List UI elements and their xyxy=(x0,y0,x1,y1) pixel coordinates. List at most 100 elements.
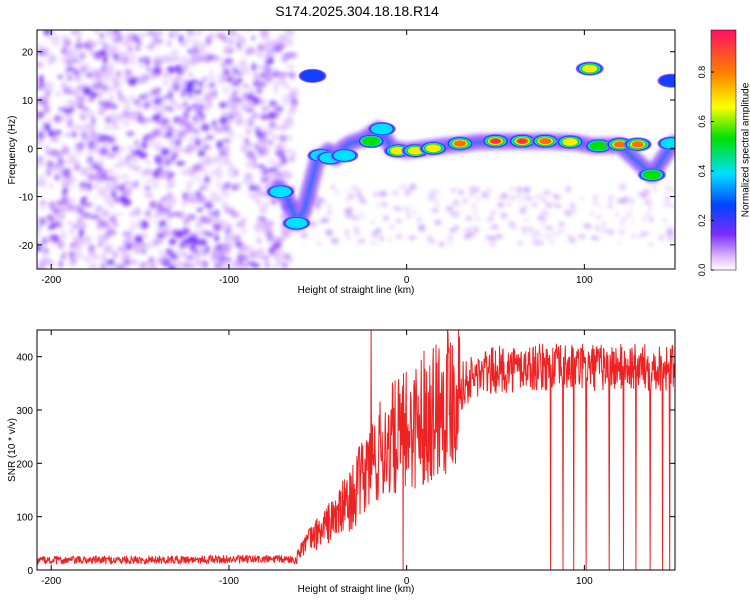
noise-blob xyxy=(75,209,79,216)
noise-blob xyxy=(153,238,158,247)
noise-blob xyxy=(120,157,124,167)
noise-blob xyxy=(106,153,117,158)
noise-blob xyxy=(106,169,115,173)
noise-blob xyxy=(102,55,108,65)
noise-blob xyxy=(80,167,88,176)
noise-blob xyxy=(228,30,236,36)
noise-blob xyxy=(44,122,51,132)
noise-blob xyxy=(251,62,256,72)
noise-blob xyxy=(327,211,332,215)
top-x-axis-label: Height of straight line (km) xyxy=(298,285,415,296)
noise-blob xyxy=(48,201,57,209)
noise-blob xyxy=(608,231,614,236)
noise-blob xyxy=(81,67,86,72)
colorbar-tick-label: 0.8 xyxy=(697,66,707,79)
noise-blob xyxy=(256,164,266,168)
noise-blob xyxy=(524,195,529,199)
noise-blob xyxy=(47,118,53,122)
noise-blob xyxy=(97,165,103,173)
noise-blob xyxy=(256,89,262,94)
noise-blob xyxy=(626,213,632,217)
noise-blob xyxy=(431,197,440,201)
figure-title: S174.2025.304.18.18.R14 xyxy=(275,3,439,19)
noise-blob xyxy=(361,215,365,220)
feature-contour xyxy=(582,64,598,73)
noise-blob xyxy=(181,169,188,176)
noise-blob xyxy=(133,207,141,214)
noise-blob xyxy=(266,158,274,163)
noise-blob xyxy=(89,49,95,57)
noise-blob xyxy=(265,40,275,48)
noise-blob xyxy=(215,217,223,224)
noise-blob xyxy=(621,228,625,234)
noise-blob xyxy=(37,141,41,145)
noise-blob xyxy=(76,84,83,92)
noise-blob xyxy=(63,108,73,115)
noise-blob xyxy=(226,207,232,211)
noise-blob xyxy=(638,235,643,238)
feature-contour xyxy=(333,150,356,161)
noise-blob xyxy=(183,218,190,226)
noise-blob xyxy=(77,30,83,37)
noise-blob xyxy=(148,97,157,101)
noise-blob xyxy=(204,178,210,182)
noise-blob xyxy=(63,193,69,198)
noise-blob xyxy=(132,99,141,104)
noise-blob xyxy=(241,217,246,223)
noise-blob xyxy=(174,230,185,239)
noise-blob xyxy=(360,239,365,244)
signal-feature xyxy=(357,134,386,149)
bottom-y-axis: 0 100 200 300 400 xyxy=(16,353,675,577)
noise-blob xyxy=(106,45,115,52)
noise-blob xyxy=(542,191,551,195)
noise-blob xyxy=(97,133,103,143)
noise-blob xyxy=(60,166,66,171)
noise-blob xyxy=(253,112,260,118)
noise-blob xyxy=(569,238,576,243)
feature-contour xyxy=(613,141,627,148)
noise-blob xyxy=(372,231,379,234)
noise-blob xyxy=(245,128,252,135)
noise-blob xyxy=(359,212,364,216)
noise-blob xyxy=(602,222,606,227)
noise-blob xyxy=(289,52,298,58)
noise-blob xyxy=(172,100,181,110)
noise-blob xyxy=(144,191,154,199)
noise-blob xyxy=(100,107,104,111)
noise-blob xyxy=(121,258,125,264)
noise-blob xyxy=(287,109,294,116)
noise-blob xyxy=(90,80,95,89)
noise-blob xyxy=(127,46,134,53)
noise-blob xyxy=(256,132,264,140)
noise-blob xyxy=(248,118,254,127)
feature-contour xyxy=(300,69,325,83)
noise-blob xyxy=(216,180,221,188)
noise-blob xyxy=(82,196,88,200)
noise-blob xyxy=(130,94,135,101)
noise-blob xyxy=(473,227,480,233)
noise-blob xyxy=(65,159,74,165)
noise-blob xyxy=(67,177,77,182)
noise-blob xyxy=(256,146,266,153)
noise-blob xyxy=(489,236,497,241)
noise-blob xyxy=(187,72,194,77)
noise-blob xyxy=(235,221,246,228)
noise-blob xyxy=(550,239,554,245)
noise-blob xyxy=(61,178,67,185)
noise-blob xyxy=(241,69,250,75)
noise-blob xyxy=(490,211,497,214)
noise-blob xyxy=(257,249,264,258)
noise-blob xyxy=(130,211,134,217)
colorbar-tick-label: 0.6 xyxy=(697,115,707,128)
noise-blob xyxy=(106,248,115,253)
noise-blob xyxy=(268,167,278,173)
noise-blob xyxy=(88,252,96,256)
noise-blob xyxy=(41,237,47,246)
noise-blob xyxy=(665,196,670,202)
noise-blob xyxy=(355,194,363,198)
noise-blob xyxy=(229,72,237,77)
noise-blob xyxy=(60,81,66,90)
noise-blob xyxy=(283,98,288,105)
noise-blob xyxy=(287,71,296,78)
noise-blob xyxy=(199,103,204,112)
